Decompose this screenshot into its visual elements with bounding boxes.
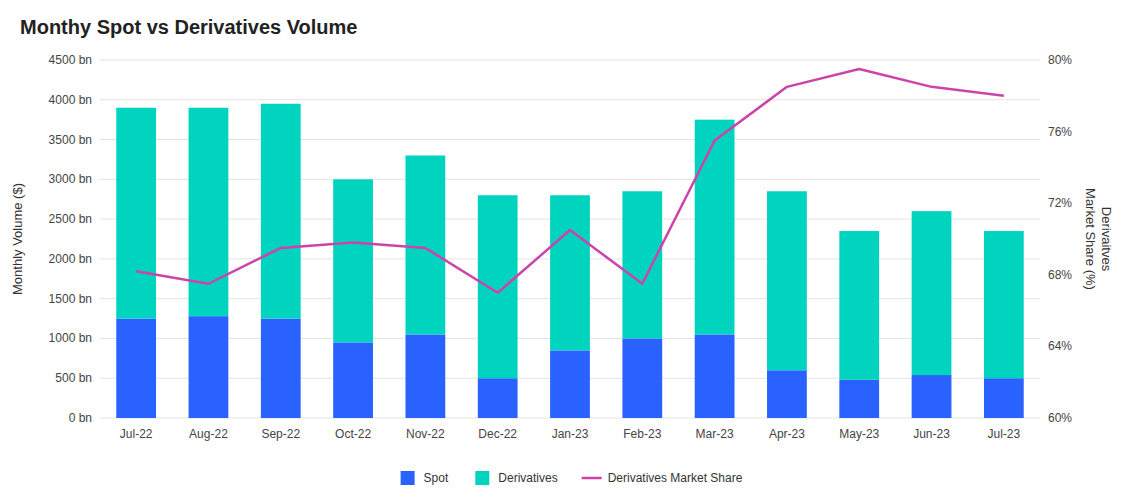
bar [695, 334, 735, 418]
bar [261, 104, 301, 319]
x-tick-label: Sep-22 [261, 427, 300, 441]
legend-label: Derivatives Market Share [608, 471, 743, 485]
legend-swatch [401, 471, 415, 485]
chart-svg: Monthy Spot vs Derivatives Volume 0 bn 500… [0, 0, 1140, 500]
y2-tick-label: 60% [1048, 411, 1072, 425]
bar [767, 191, 807, 370]
y2-tick-label: 72% [1048, 196, 1072, 210]
bar [984, 378, 1024, 418]
y-tick-label: 500 bn [55, 371, 92, 385]
x-tick-label: Nov-22 [406, 427, 445, 441]
x-tick-label: Oct-22 [335, 427, 371, 441]
x-tick-label: Jul-23 [988, 427, 1021, 441]
y2-axis-label-line: Market Share (%) [1083, 188, 1098, 290]
legend-label: Spot [424, 471, 449, 485]
y-tick-label: 2500 bn [49, 212, 92, 226]
y-tick-label: 4000 bn [49, 93, 92, 107]
bar [767, 370, 807, 418]
bar [333, 342, 373, 418]
bar [406, 334, 446, 418]
bar [333, 179, 373, 342]
bar [478, 378, 518, 418]
bar [116, 319, 156, 418]
grid [100, 60, 1040, 418]
legend: Spot Derivatives Derivatives Market Share [401, 471, 743, 485]
x-tick-label: Aug-22 [189, 427, 228, 441]
x-tick-label: Mar-23 [696, 427, 734, 441]
bar [189, 316, 229, 418]
grid-line [100, 99, 1040, 100]
legend-item: Spot [401, 471, 449, 485]
x-tick-label: May-23 [839, 427, 879, 441]
y-tick-label: 2000 bn [49, 252, 92, 266]
y-tick-label: 0 bn [69, 411, 92, 425]
bar [550, 195, 590, 350]
x-tick-label: Jul-22 [120, 427, 153, 441]
y-tick-label: 1000 bn [49, 331, 92, 345]
grid-line [100, 60, 1040, 61]
y2-tick-label: 68% [1048, 268, 1072, 282]
y2-axis-label: DerivaitvesMarket Share (%) [1083, 188, 1114, 290]
bar [406, 155, 446, 334]
y2-axis-label-line: Derivaitves [1099, 207, 1114, 272]
bar [622, 338, 662, 418]
bar [116, 108, 156, 319]
x-tick-label: Feb-23 [623, 427, 661, 441]
y2-tick-label: 80% [1048, 53, 1072, 67]
y2-tick-label: 64% [1048, 339, 1072, 353]
legend-swatch [582, 477, 602, 480]
y-tick-label: 3500 bn [49, 133, 92, 147]
x-tick-label: Dec-22 [478, 427, 517, 441]
grid-line [100, 139, 1040, 140]
legend-item: Derivatives [475, 471, 557, 485]
y-axis-label: Monthly Volume ($) [10, 183, 25, 295]
legend-item: Derivatives Market Share [582, 471, 743, 485]
x-tick-label: Jun-23 [913, 427, 950, 441]
y-tick-label: 4500 bn [49, 53, 92, 67]
y-tick-label: 1500 bn [49, 292, 92, 306]
chart-title: Monthy Spot vs Derivatives Volume [20, 16, 358, 38]
chart-container: Monthy Spot vs Derivatives Volume 0 bn 500… [0, 0, 1140, 500]
bar [261, 319, 301, 418]
legend-label: Derivatives [498, 471, 557, 485]
grid-line [100, 179, 1040, 180]
x-tick-label: Jan-23 [552, 427, 589, 441]
line [136, 69, 1004, 293]
bar [984, 231, 1024, 378]
bar [912, 211, 952, 375]
y-tick-label: 3000 bn [49, 172, 92, 186]
bar [695, 120, 735, 335]
legend-swatch [475, 471, 489, 485]
bar [839, 380, 879, 418]
bar [912, 375, 952, 418]
bar [550, 350, 590, 418]
y2-tick-label: 76% [1048, 125, 1072, 139]
bar [622, 191, 662, 338]
bar-series [116, 104, 1023, 380]
bar [478, 195, 518, 378]
x-tick-label: Apr-23 [769, 427, 805, 441]
bar [839, 231, 879, 380]
plot-area [116, 69, 1023, 418]
